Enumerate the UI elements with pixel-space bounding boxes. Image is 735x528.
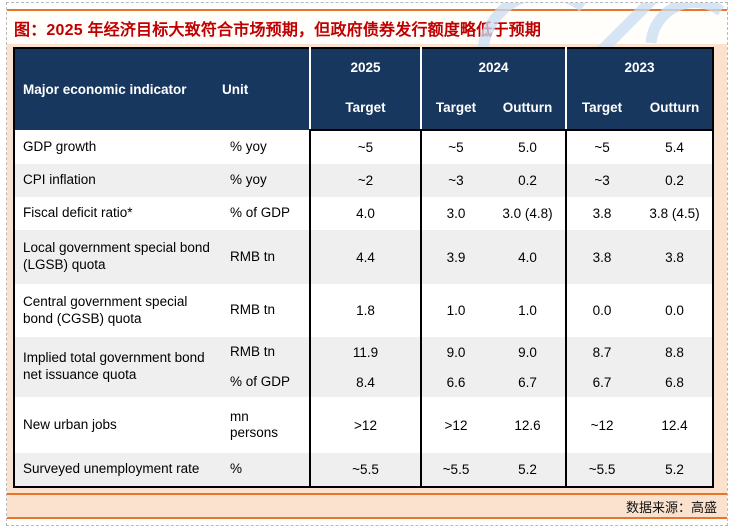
value-cell: 1.0 — [518, 303, 537, 318]
unit-cell: RMB tn — [230, 248, 276, 264]
value-cell: 6.7 — [565, 367, 638, 397]
value-cell: ~5 — [309, 130, 421, 164]
indicator-cell: New urban jobs — [23, 416, 117, 432]
value-cell: 12.4 — [661, 417, 688, 433]
indicator-cell: CPI inflation — [23, 172, 96, 188]
unit-cell: % yoy — [230, 138, 267, 154]
source-bar: 数据来源：高盛 — [7, 493, 727, 519]
indicator-cell: Fiscal deficit ratio* — [23, 205, 133, 221]
value-cell: 1.0 — [420, 284, 490, 337]
unit-cell: RMB tn — [230, 343, 276, 359]
value-cell: 4.0 — [309, 197, 421, 230]
value-cell: ~5.5 — [420, 453, 490, 487]
value-cell: 6.6 — [420, 367, 490, 397]
table-row: Local government special bond (LGSB) quo… — [14, 230, 714, 284]
indicator-cell: Central government special bond (CGSB) q… — [23, 293, 188, 326]
figure-title: 图：2025 年经济目标大致符合市场预期，但政府债券发行额度略低于预期 — [14, 21, 542, 39]
value-cell: ~2 — [309, 164, 421, 197]
column-header-unit: Unit — [222, 48, 310, 130]
value-cell: 3.8 — [565, 230, 638, 284]
header-row-subcolumns: Target Target Outturn Target Outturn — [14, 86, 714, 131]
figure-title-bar: 图：2025 年经济目标大致符合市场预期，但政府债券发行额度略低于预期 — [7, 9, 727, 44]
value-cell: 12.6 — [514, 417, 541, 433]
unit-cell: % of GDP — [230, 373, 291, 389]
value-cell: 0.2 — [518, 173, 537, 188]
value-cell: ~12 — [565, 397, 638, 453]
value-cell: 0.0 — [665, 303, 684, 318]
value-cell: 11.9 — [309, 337, 421, 367]
table-row: New urban jobs mn persons >12 >12 12.6 ~… — [14, 397, 714, 453]
value-cell: ~3 — [565, 164, 638, 197]
value-cell: 0.2 — [665, 173, 684, 188]
value-cell: 5.4 — [665, 140, 684, 155]
table-row: Surveyed unemployment rate % ~5.5 ~5.5 5… — [14, 453, 714, 487]
value-cell: ~5 — [420, 130, 490, 164]
unit-cell: % — [230, 461, 243, 477]
indicator-cell: Surveyed unemployment rate — [23, 461, 200, 477]
value-cell: >12 — [309, 397, 421, 453]
value-cell: 8.8 — [665, 344, 684, 360]
value-cell: >12 — [420, 397, 490, 453]
value-cell: 6.8 — [665, 374, 684, 390]
value-cell: 1.8 — [309, 284, 421, 337]
value-cell: ~5 — [565, 130, 638, 164]
value-cell: 8.7 — [565, 337, 638, 367]
value-cell: 3.8 — [565, 197, 638, 230]
value-cell: 3.0 — [420, 197, 490, 230]
table-row: GDP growth % yoy ~5 ~5 5.0 ~5 5.4 — [14, 130, 714, 164]
value-cell: 9.0 — [420, 337, 490, 367]
value-cell: 3.0 (4.8) — [502, 206, 553, 221]
value-cell: ~3 — [420, 164, 490, 197]
value-cell: 6.7 — [518, 374, 537, 390]
table-row: Fiscal deficit ratio* % of GDP 4.0 3.0 3… — [14, 197, 714, 230]
economic-indicators-table: Major economic indicator Unit 2025 2024 … — [13, 47, 715, 488]
header-row-years: Major economic indicator Unit 2025 2024 … — [14, 48, 714, 130]
indicator-cell: Implied total government bond net issuan… — [23, 350, 205, 382]
subcolumn-header-2024-outturn: Outturn — [490, 86, 567, 131]
value-cell: 3.8 (4.5) — [649, 206, 700, 221]
source-note: 数据来源：高盛 — [625, 499, 717, 515]
table-row: Central government special bond (CGSB) q… — [14, 284, 714, 337]
year-group-header-2024: 2024 — [419, 48, 567, 86]
subcolumn-header-2023-target: Target — [565, 86, 638, 131]
indicator-cell: GDP growth — [23, 138, 97, 154]
value-cell: 5.2 — [518, 462, 537, 477]
value-cell: 8.4 — [309, 367, 421, 397]
unit-cell: % yoy — [230, 172, 267, 188]
unit-cell: % of GDP — [230, 205, 291, 221]
value-cell: 9.0 — [518, 344, 537, 360]
value-cell: ~5.5 — [309, 453, 421, 487]
table-row: Implied total government bond net issuan… — [14, 337, 714, 382]
value-cell: 3.9 — [420, 230, 490, 284]
column-header-indicator: Major economic indicator — [14, 48, 222, 130]
subcolumn-header-2023-outturn: Outturn — [637, 86, 714, 131]
figure-frame: 图：2025 年经济目标大致符合市场预期，但政府债券发行额度略低于预期 Majo… — [6, 2, 728, 526]
value-cell: ~5.5 — [565, 453, 638, 487]
subcolumn-header-2025-target: Target — [309, 86, 421, 131]
value-cell: 5.2 — [665, 462, 684, 477]
value-cell: 4.0 — [518, 249, 537, 265]
table-row: CPI inflation % yoy ~2 ~3 0.2 ~3 0.2 — [14, 164, 714, 197]
top-margin — [7, 3, 727, 9]
value-cell: 3.8 — [665, 249, 684, 265]
year-group-header-2023: 2023 — [565, 48, 714, 86]
year-group-header-2025: 2025 — [309, 48, 421, 86]
unit-cell: mn persons — [230, 408, 279, 440]
value-cell: 5.0 — [518, 140, 537, 155]
unit-cell: RMB tn — [230, 302, 276, 318]
table-area: Major economic indicator Unit 2025 2024 … — [7, 44, 727, 493]
value-cell: 4.4 — [309, 230, 421, 284]
indicator-cell: Local government special bond (LGSB) quo… — [23, 240, 210, 272]
value-cell: 0.0 — [565, 284, 638, 337]
subcolumn-header-2024-target: Target — [420, 86, 490, 131]
